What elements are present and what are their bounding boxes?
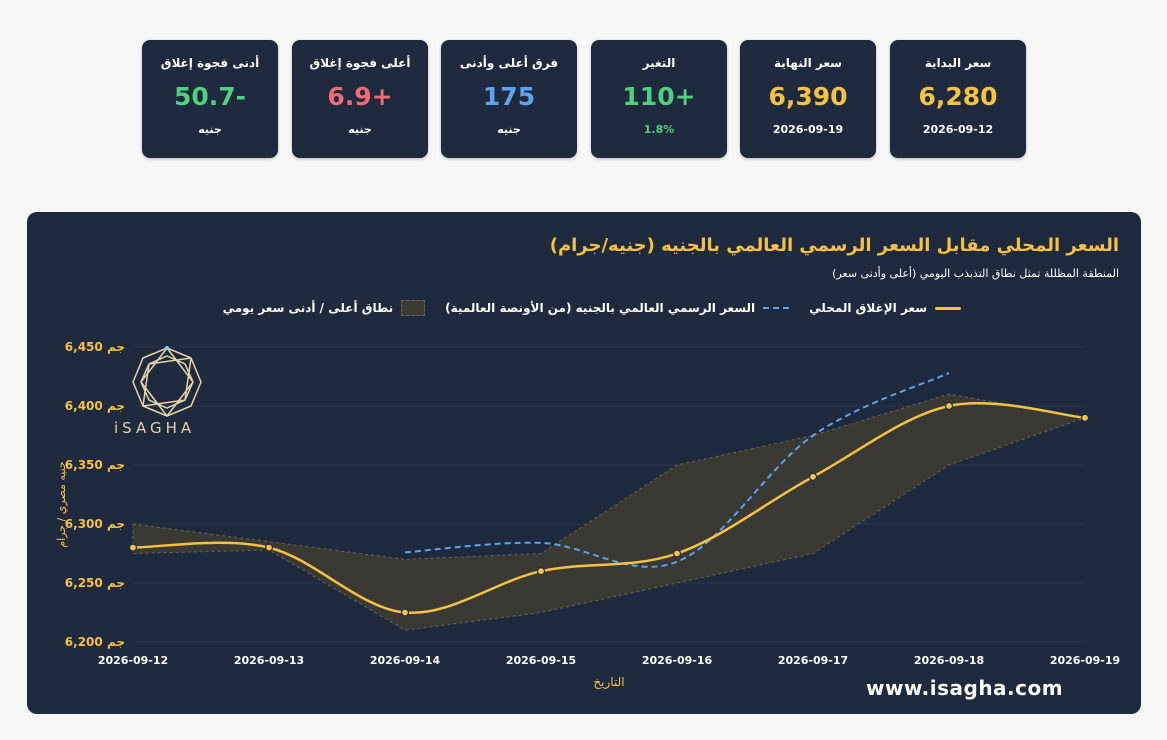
data-point — [944, 401, 954, 411]
data-point — [672, 549, 682, 558]
legend-item-global-price[interactable]: السعر الرسمي العالمي بالجنيه (من الأونصة… — [445, 301, 790, 315]
card-label: أدنى فجوة إغلاق — [160, 56, 260, 70]
data-point — [128, 543, 138, 552]
card-value: 175 — [482, 82, 536, 111]
card-min-gap: أدنى فجوة إغلاق 50.7- جنيه — [142, 40, 278, 158]
legend-swatch-solid — [935, 306, 961, 310]
x-tick-label: 2026-09-13 — [234, 654, 304, 667]
website-link[interactable]: www.isagha.com — [866, 676, 1064, 700]
chart-panel: السعر المحلي مقابل السعر الرسمي العالمي … — [27, 212, 1141, 714]
legend-item-range-band[interactable]: نطاق أعلى / أدنى سعر يومي — [223, 300, 426, 316]
data-point — [264, 543, 274, 552]
card-value: 110+ — [622, 82, 696, 111]
card-sub: جنيه — [198, 123, 222, 136]
x-tick-label: 2026-09-12 — [98, 654, 168, 667]
data-point — [400, 608, 410, 617]
x-tick-label: 2026-09-16 — [642, 654, 713, 667]
card-change: التغير 110+ 1.8% — [591, 40, 727, 158]
card-sub: جنيه — [348, 123, 372, 136]
card-sub: 2026-09-19 — [772, 123, 844, 136]
card-sub: 1.8% — [643, 123, 675, 136]
y-tick-label: 6,400 جم — [65, 399, 125, 413]
logo-text: iSAGHA — [114, 419, 196, 437]
data-point — [808, 472, 818, 481]
card-value: 6.9+ — [327, 82, 393, 111]
isagha-logo-icon — [132, 346, 202, 417]
legend-swatch-band — [401, 300, 426, 316]
card-end-price: سعر النهاية 6,390 2026-09-19 — [740, 40, 876, 158]
card-max-gap: أعلى فجوة إغلاق 6.9+ جنيه — [292, 40, 428, 158]
card-label: سعر النهاية — [774, 56, 842, 70]
card-value: 50.7- — [173, 82, 247, 111]
card-value: 6,280 — [918, 82, 998, 111]
x-tick-label: 2026-09-15 — [506, 654, 576, 667]
y-tick-label: 6,300 جم — [65, 517, 125, 531]
legend-label: سعر الإغلاق المحلي — [809, 301, 927, 315]
legend-item-local-close[interactable]: سعر الإغلاق المحلي — [809, 301, 961, 315]
x-tick-label: 2026-09-17 — [778, 654, 848, 667]
legend-label: السعر الرسمي العالمي بالجنيه (من الأونصة… — [445, 301, 756, 315]
x-tick-label: 2026-09-19 — [1050, 654, 1120, 667]
range-band-area — [132, 393, 1087, 631]
data-point — [536, 567, 546, 576]
card-sub: 2026-09-12 — [922, 123, 994, 136]
chart-subtitle: المنطقة المظللة تمثل نطاق التذبذب اليومي… — [832, 267, 1119, 280]
global-price-line — [404, 372, 950, 568]
chart-title: السعر المحلي مقابل السعر الرسمي العالمي … — [549, 235, 1119, 256]
card-sub: جنيه — [497, 123, 521, 136]
y-tick-label: 6,350 جم — [65, 458, 125, 472]
y-tick-label: 6,450 جم — [65, 340, 125, 354]
card-label: التغير — [642, 56, 676, 70]
chart-legend: سعر الإغلاق المحلي السعر الرسمي العالمي … — [203, 300, 961, 316]
x-tick-label: 2026-09-14 — [370, 654, 441, 667]
legend-label: نطاق أعلى / أدنى سعر يومي — [222, 301, 394, 315]
line-chart: 6,200 جم 6,250 جم 6,300 جم 6,350 جم 6,400 جم… — [55, 340, 1120, 690]
local-close-line — [132, 402, 1086, 614]
y-axis-title: جنيه مصري / جرام — [55, 461, 68, 547]
card-high-low-range: فرق أعلى وأدنى 175 جنيه — [441, 40, 577, 158]
card-label: فرق أعلى وأدنى — [459, 56, 559, 70]
y-tick-label: 6,200 جم — [65, 635, 125, 649]
legend-swatch-dashed — [763, 307, 790, 309]
card-label: سعر البداية — [924, 56, 992, 70]
x-tick-label: 2026-09-18 — [914, 654, 984, 667]
summary-cards: سعر البداية 6,280 2026-09-12 سعر النهاية… — [0, 40, 1167, 158]
card-start-price: سعر البداية 6,280 2026-09-12 — [890, 40, 1026, 158]
y-tick-label: 6,250 جم — [65, 576, 125, 590]
card-label: أعلى فجوة إغلاق — [309, 56, 411, 70]
x-axis-title: التاريخ — [593, 675, 624, 690]
data-point — [1080, 413, 1090, 422]
card-value: 6,390 — [768, 82, 848, 111]
